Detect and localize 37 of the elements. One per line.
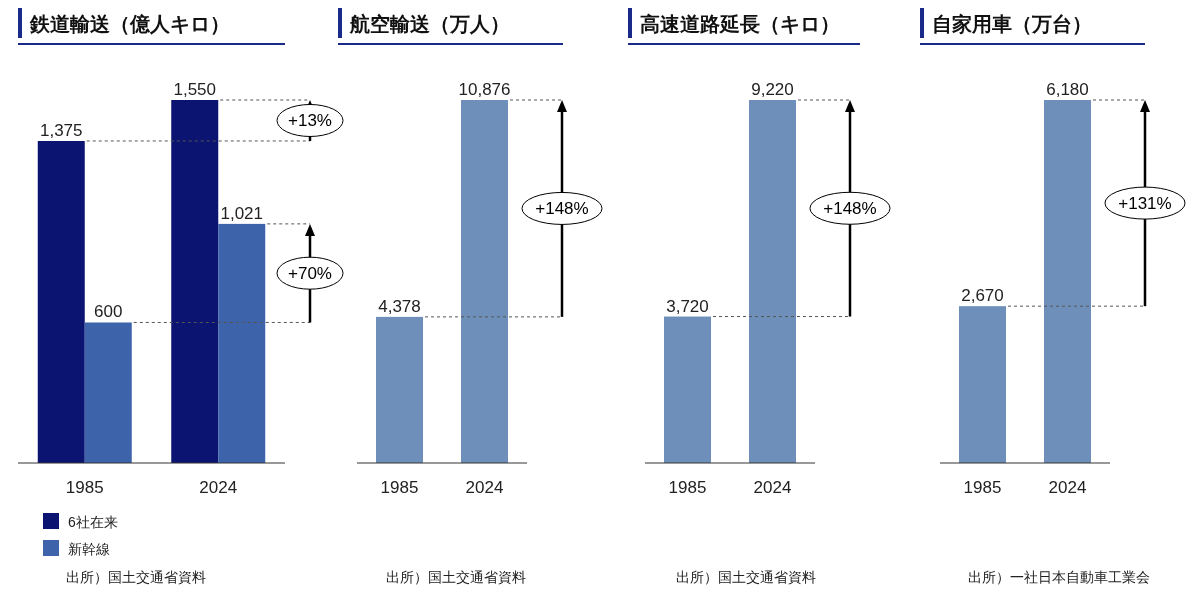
chart-title: 航空輸送（万人） xyxy=(349,13,510,35)
text: 出所）国土交通省資料 xyxy=(66,569,206,585)
text: 出所）国土交通省資料 xyxy=(676,569,816,585)
bar xyxy=(171,100,219,463)
legend-label: 新幹線 xyxy=(68,541,110,557)
data-label: 3,720 xyxy=(666,296,709,316)
text: 出所）一社日本自動車工業会 xyxy=(968,569,1150,585)
legend-label: 6社在来 xyxy=(68,514,118,530)
annotation: +13% xyxy=(288,111,332,131)
x-tick-label: 2024 xyxy=(465,478,504,497)
x-tick-label: 1985 xyxy=(963,478,1002,497)
data-label: 2,670 xyxy=(961,286,1004,306)
data-label: 1,550 xyxy=(173,80,217,99)
chart-title: 自家用車（万台） xyxy=(932,13,1092,35)
x-tick-label: 1985 xyxy=(668,478,707,497)
annotation: +148% xyxy=(823,199,877,219)
annotation: +148% xyxy=(535,199,589,219)
data-label: 4,378 xyxy=(378,296,421,316)
data-label: 9,220 xyxy=(751,80,794,99)
data-label: 6,180 xyxy=(1046,80,1089,99)
x-tick-label: 2024 xyxy=(753,478,792,497)
x-tick-label: 2024 xyxy=(1048,478,1087,497)
annotation: +131% xyxy=(1118,194,1172,214)
annotation: +70% xyxy=(288,264,332,284)
bar xyxy=(218,223,266,463)
data-label: 600 xyxy=(94,302,123,322)
text: 出所）国土交通省資料 xyxy=(386,569,526,585)
chart-title: 高速道路延長（キロ） xyxy=(640,13,840,35)
x-tick-label: 1985 xyxy=(380,478,419,497)
data-label: 10,876 xyxy=(458,80,511,99)
data-label: 1,021 xyxy=(220,203,264,223)
bar xyxy=(84,322,132,463)
x-tick-label: 2024 xyxy=(199,478,238,497)
bar xyxy=(37,140,85,463)
x-tick-label: 1985 xyxy=(65,478,104,497)
chart-title: 鉄道輸送（億人キロ） xyxy=(29,13,230,35)
data-label: 1,375 xyxy=(39,120,83,140)
